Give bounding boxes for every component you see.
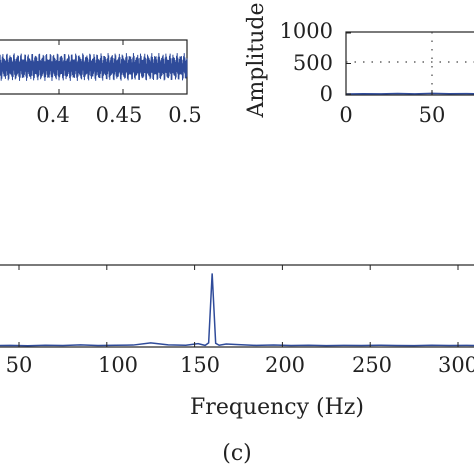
spectrum-small-plot-frame — [345, 31, 474, 96]
time-signal-x-tick-label: 0.5 — [168, 103, 201, 127]
spectrum-large-x-tick-label: 250 — [352, 353, 392, 377]
spectrum-large-x-tick-label: 50 — [6, 353, 33, 377]
time-signal-x-tick-label: 0.4 — [36, 103, 69, 127]
spectrum-large-panel: 50 100 150 200 250 300 Frequency (Hz) — [0, 264, 474, 420]
time-signal-x-tick-label: 0.45 — [96, 103, 143, 127]
spectrum-large-x-tick-label: 150 — [180, 353, 220, 377]
spectrum-large-plot-frame — [0, 264, 474, 348]
time-signal-line — [0, 53, 188, 81]
spectrum-small-y-tick-label: 0 — [320, 82, 333, 106]
spectrum-large-x-tick-label: 300 — [438, 353, 474, 377]
spectrum-large-x-axis-label: Frequency (Hz) — [190, 395, 364, 420]
spectrum-small-x-tick-label: 50 — [419, 103, 446, 127]
spectrum-small-line — [345, 92, 474, 95]
spectrum-small-y-axis-label: Amplitude — [244, 2, 269, 118]
spectrum-large-x-tick-label: 100 — [98, 353, 138, 377]
spectrum-large-line — [0, 273, 474, 347]
spectrum-small-y-tick-label: 1000 — [280, 19, 333, 43]
spectrum-large-x-tick-label: 200 — [265, 353, 305, 377]
spectrum-small-x-tick-label: 0 — [339, 103, 352, 127]
figure-caption: (c) — [222, 441, 252, 466]
spectrum-small-panel: Amplitude 1000 500 0 0 50 — [244, 2, 474, 127]
time-signal-panel: 0.4 0.45 0.5 — [0, 39, 202, 127]
spectrum-small-y-tick-label: 500 — [293, 51, 333, 75]
